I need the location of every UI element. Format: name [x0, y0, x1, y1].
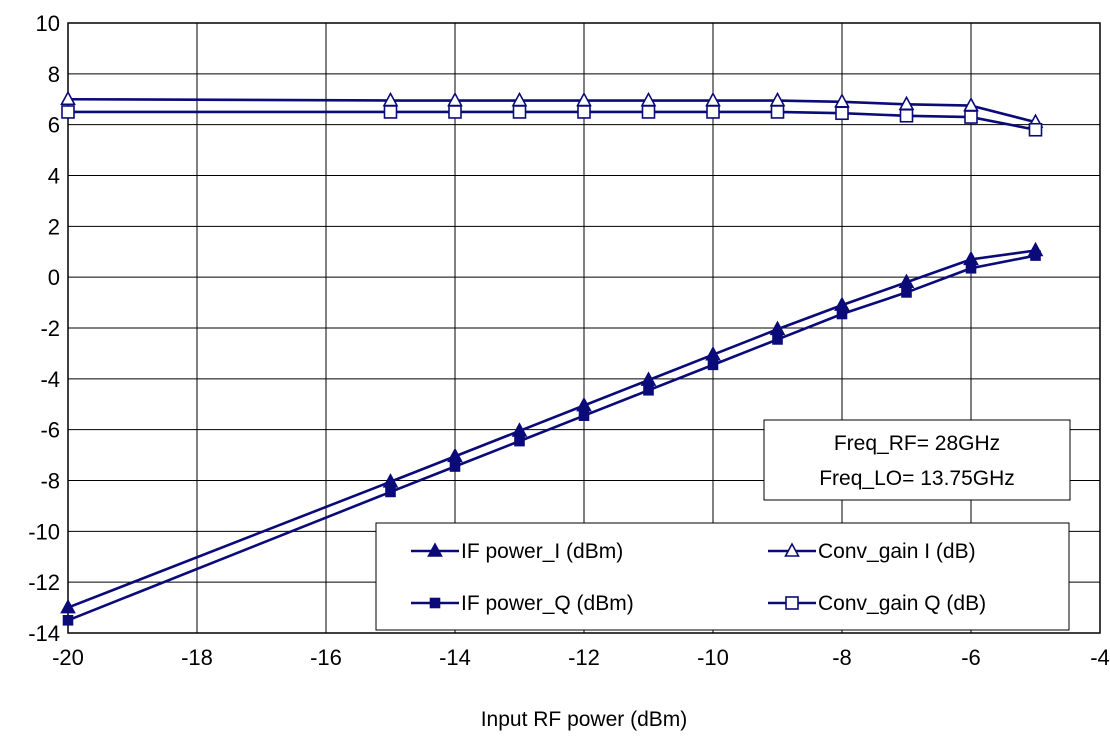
y-tick-label: -8	[40, 469, 60, 494]
x-tick-label: -10	[697, 645, 729, 670]
annotation-line-1: Freq_RF= 28GHz	[834, 432, 1000, 455]
y-tick-label: 8	[48, 62, 60, 87]
legend-item-2: Conv_gain I (dB)	[768, 540, 976, 563]
data-point	[385, 486, 396, 498]
y-tick-label: -14	[28, 621, 60, 646]
x-tick-label: -18	[181, 645, 213, 670]
y-tick-label: 0	[48, 265, 60, 290]
y-tick-label: 6	[48, 113, 60, 138]
plot-area	[67, 22, 1101, 634]
annotation-box: Freq_RF= 28GHz Freq_LO= 13.75GHz	[763, 419, 1071, 501]
series-line	[68, 110, 1036, 132]
data-point	[578, 410, 590, 421]
data-point	[901, 287, 912, 298]
legend-label: IF power_I (dBm)	[461, 540, 623, 563]
legend-label: Conv_gain I (dB)	[818, 540, 976, 563]
data-point	[60, 598, 76, 614]
y-tick-label: -10	[28, 519, 60, 544]
y-tick-label: 10	[36, 11, 60, 36]
y-tick-label: 4	[48, 164, 60, 189]
x-tick-label: -16	[310, 645, 342, 670]
y-tick-labels: 10 8 6 4 2 0 -2 -4 -6 -8 -10 -12 -14	[28, 11, 60, 646]
data-point	[770, 105, 785, 119]
data-point	[61, 105, 75, 119]
y-tick-label: -12	[28, 570, 60, 595]
data-point	[62, 614, 74, 626]
data-point	[643, 384, 654, 396]
data-point	[1030, 250, 1041, 261]
series-2	[60, 90, 1044, 128]
legend-swatch-marker	[784, 542, 800, 557]
data-point	[1028, 122, 1043, 137]
legend-swatch-marker	[427, 542, 443, 557]
data-point	[899, 108, 914, 123]
series-1	[62, 250, 1041, 626]
data-point	[835, 106, 849, 121]
data-point	[707, 359, 719, 371]
x-tick-label: -4	[1090, 645, 1110, 670]
data-point	[965, 262, 977, 274]
data-point	[641, 105, 656, 119]
legend-item-3: Conv_gain Q (dB)	[768, 592, 986, 615]
x-tick-label: -14	[439, 645, 471, 670]
x-tick-label: -12	[568, 645, 600, 670]
x-tick-label: -20	[52, 645, 84, 670]
legend-item-0: IF power_I (dBm)	[411, 540, 623, 563]
data-point	[60, 90, 76, 106]
y-tick-label: -2	[40, 316, 60, 341]
data-point	[512, 105, 527, 119]
series-group	[60, 90, 1044, 626]
data-point	[448, 105, 462, 119]
y-tick-label: -6	[40, 418, 60, 443]
legend: IF power_I (dBm) Conv_gain I (dB) IF power…	[375, 522, 1070, 631]
data-point	[383, 105, 398, 119]
data-point	[836, 308, 848, 320]
x-tick-label: -8	[832, 645, 852, 670]
data-point	[706, 105, 720, 119]
annotation-line-2: Freq_LO= 13.75GHz	[819, 467, 1015, 490]
data-point	[772, 334, 783, 345]
legend-item-1: IF power_Q (dBm)	[411, 592, 634, 615]
data-point	[514, 435, 525, 447]
data-point	[577, 105, 591, 119]
series-line	[67, 249, 1036, 609]
data-point	[964, 110, 978, 124]
legend-label: Conv_gain Q (dB)	[818, 592, 986, 615]
series-3	[61, 105, 1043, 137]
data-point	[449, 461, 461, 472]
series-line	[67, 254, 1036, 622]
y-tick-label: -4	[40, 367, 60, 392]
series-line	[67, 97, 1036, 124]
legend-swatch-marker	[785, 596, 799, 610]
legend-label: IF power_Q (dBm)	[461, 592, 634, 615]
x-tick-labels: -20 -18 -16 -14 -12 -10 -8 -6 -4	[52, 645, 1110, 670]
legend-swatch-marker	[429, 597, 441, 609]
y-tick-label: 2	[48, 214, 60, 239]
x-axis-title: Input RF power (dBm)	[481, 708, 688, 731]
x-tick-label: -6	[961, 645, 981, 670]
